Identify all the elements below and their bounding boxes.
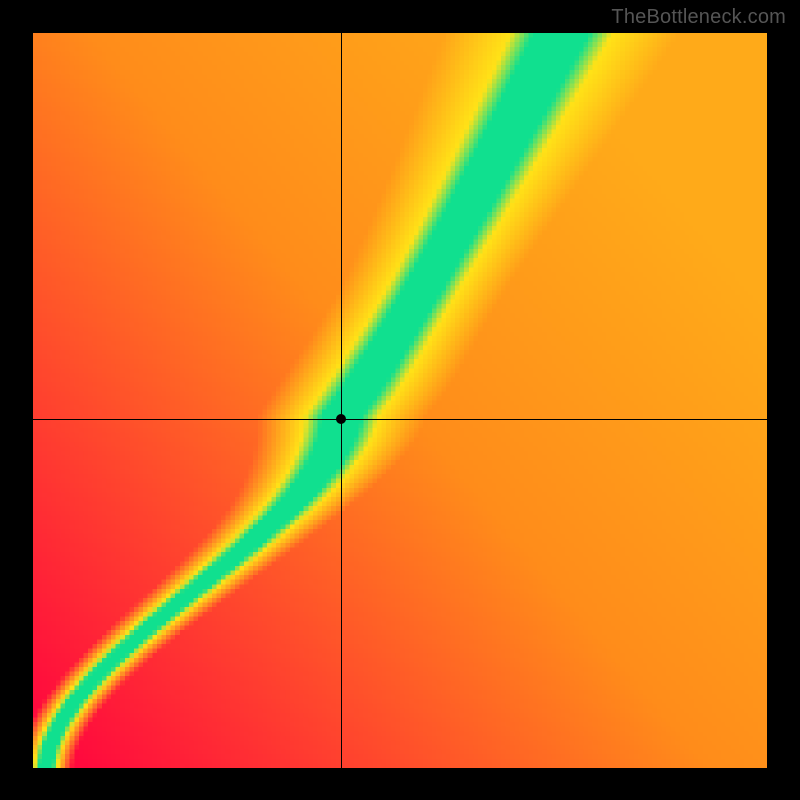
chart-container: TheBottleneck.com <box>0 0 800 800</box>
plot-area <box>33 33 767 768</box>
crosshair-marker <box>336 414 346 424</box>
watermark-text: TheBottleneck.com <box>611 6 786 29</box>
crosshair-vertical <box>341 33 342 768</box>
heatmap-canvas <box>33 33 767 768</box>
crosshair-horizontal <box>33 419 767 420</box>
